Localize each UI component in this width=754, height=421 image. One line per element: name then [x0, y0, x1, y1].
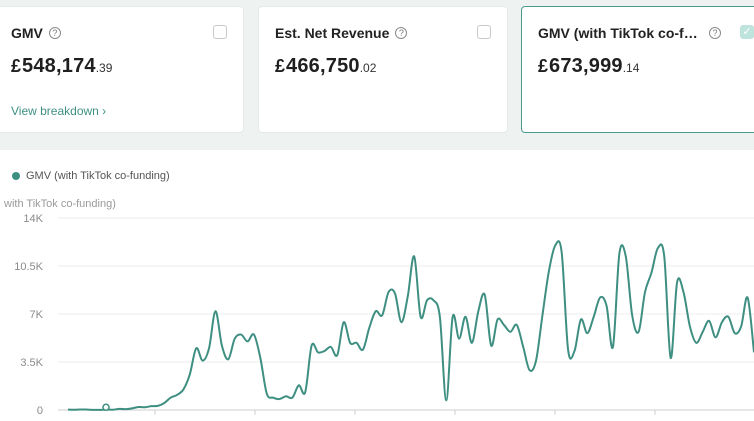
y-tick-label: 14K — [23, 213, 43, 225]
y-axis-title: with TikTok co-funding) — [4, 198, 116, 210]
gmv-cofunding-card-header: GMV (with TikTok co-fun... ? — [538, 24, 721, 42]
gmv-card[interactable]: GMV ? £ 548,174 .39 View breakdown › — [0, 6, 244, 133]
hover-point-marker[interactable] — [102, 403, 110, 412]
currency-symbol: £ — [11, 56, 22, 76]
legend-dot-icon — [12, 172, 20, 180]
y-tick-label: 3.5K — [20, 357, 43, 369]
chart-legend[interactable]: GMV (with TikTok co-funding) — [12, 170, 170, 182]
value-integer: 673,999 — [549, 55, 623, 77]
value-decimals: .39 — [95, 61, 113, 75]
value-integer: 548,174 — [22, 55, 96, 77]
gmv-value: £ 548,174 .39 — [11, 55, 112, 78]
y-tick-label: 7K — [30, 309, 44, 321]
help-icon[interactable]: ? — [48, 27, 61, 39]
gmv-cofunding-checkbox[interactable]: ✓ — [740, 25, 754, 39]
gmv-card-title: GMV — [11, 25, 43, 41]
legend-label: GMV (with TikTok co-funding) — [26, 170, 170, 182]
help-icon[interactable]: ? — [395, 27, 408, 39]
line-chart[interactable]: 0 3.5K 7K 10.5K 14K — [0, 150, 754, 421]
gmv-card-header: GMV ? — [11, 24, 229, 42]
help-icon[interactable]: ? — [709, 27, 721, 39]
gmv-checkbox[interactable] — [213, 25, 227, 39]
currency-symbol: £ — [275, 56, 286, 76]
gmv-cofunding-value: £ 673,999 .14 — [538, 55, 639, 78]
gmv-series-line[interactable] — [67, 240, 754, 411]
net-revenue-checkbox[interactable] — [477, 25, 491, 39]
net-revenue-card-header: Est. Net Revenue ? — [275, 24, 493, 42]
chart-panel: GMV (with TikTok co-funding) with TikTok… — [0, 150, 754, 421]
currency-symbol: £ — [538, 56, 549, 76]
gmv-cofunding-card[interactable]: GMV (with TikTok co-fun... ? ✓ £ 673,999… — [521, 6, 754, 133]
y-tick-label: 0 — [37, 405, 43, 417]
value-decimals: .14 — [622, 61, 640, 75]
value-integer: 466,750 — [286, 55, 360, 77]
net-revenue-value: £ 466,750 .02 — [275, 55, 376, 78]
gmv-cofunding-card-title: GMV (with TikTok co-fun... — [538, 25, 703, 41]
y-tick-label: 10.5K — [14, 261, 43, 273]
view-breakdown-link[interactable]: View breakdown › — [11, 104, 107, 118]
value-decimals: .02 — [359, 61, 377, 75]
net-revenue-card-title: Est. Net Revenue — [275, 25, 390, 41]
net-revenue-card[interactable]: Est. Net Revenue ? £ 466,750 .02 — [258, 6, 508, 133]
